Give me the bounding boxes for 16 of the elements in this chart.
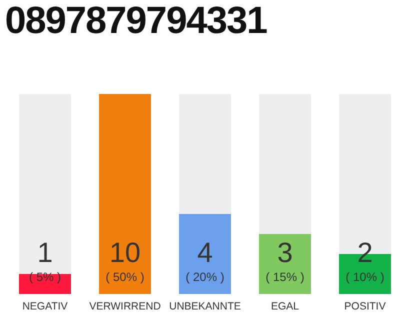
data-label: 1 (37, 237, 53, 268)
x-tick-label: VERWIRREND (89, 300, 162, 312)
x-tick-label: NEGATIV (22, 300, 68, 312)
annotation: ( 50% ) (106, 270, 144, 284)
annotation: ( 10% ) (346, 270, 384, 284)
annotation: ( 20% ) (186, 270, 224, 284)
data-label: 4 (197, 237, 213, 268)
data-label: 3 (277, 237, 293, 268)
x-tick-label: POSITIV (344, 300, 386, 312)
annotation: ( 5% ) (28, 270, 62, 284)
annotation: ( 15% ) (266, 270, 304, 284)
x-tick-label: UNBEKANNTE (169, 300, 241, 312)
bar (19, 274, 71, 294)
data-label: 10 (109, 237, 141, 268)
chart-title: 0897879794331 (5, 0, 267, 43)
x-tick-label: EGAL (270, 300, 300, 312)
